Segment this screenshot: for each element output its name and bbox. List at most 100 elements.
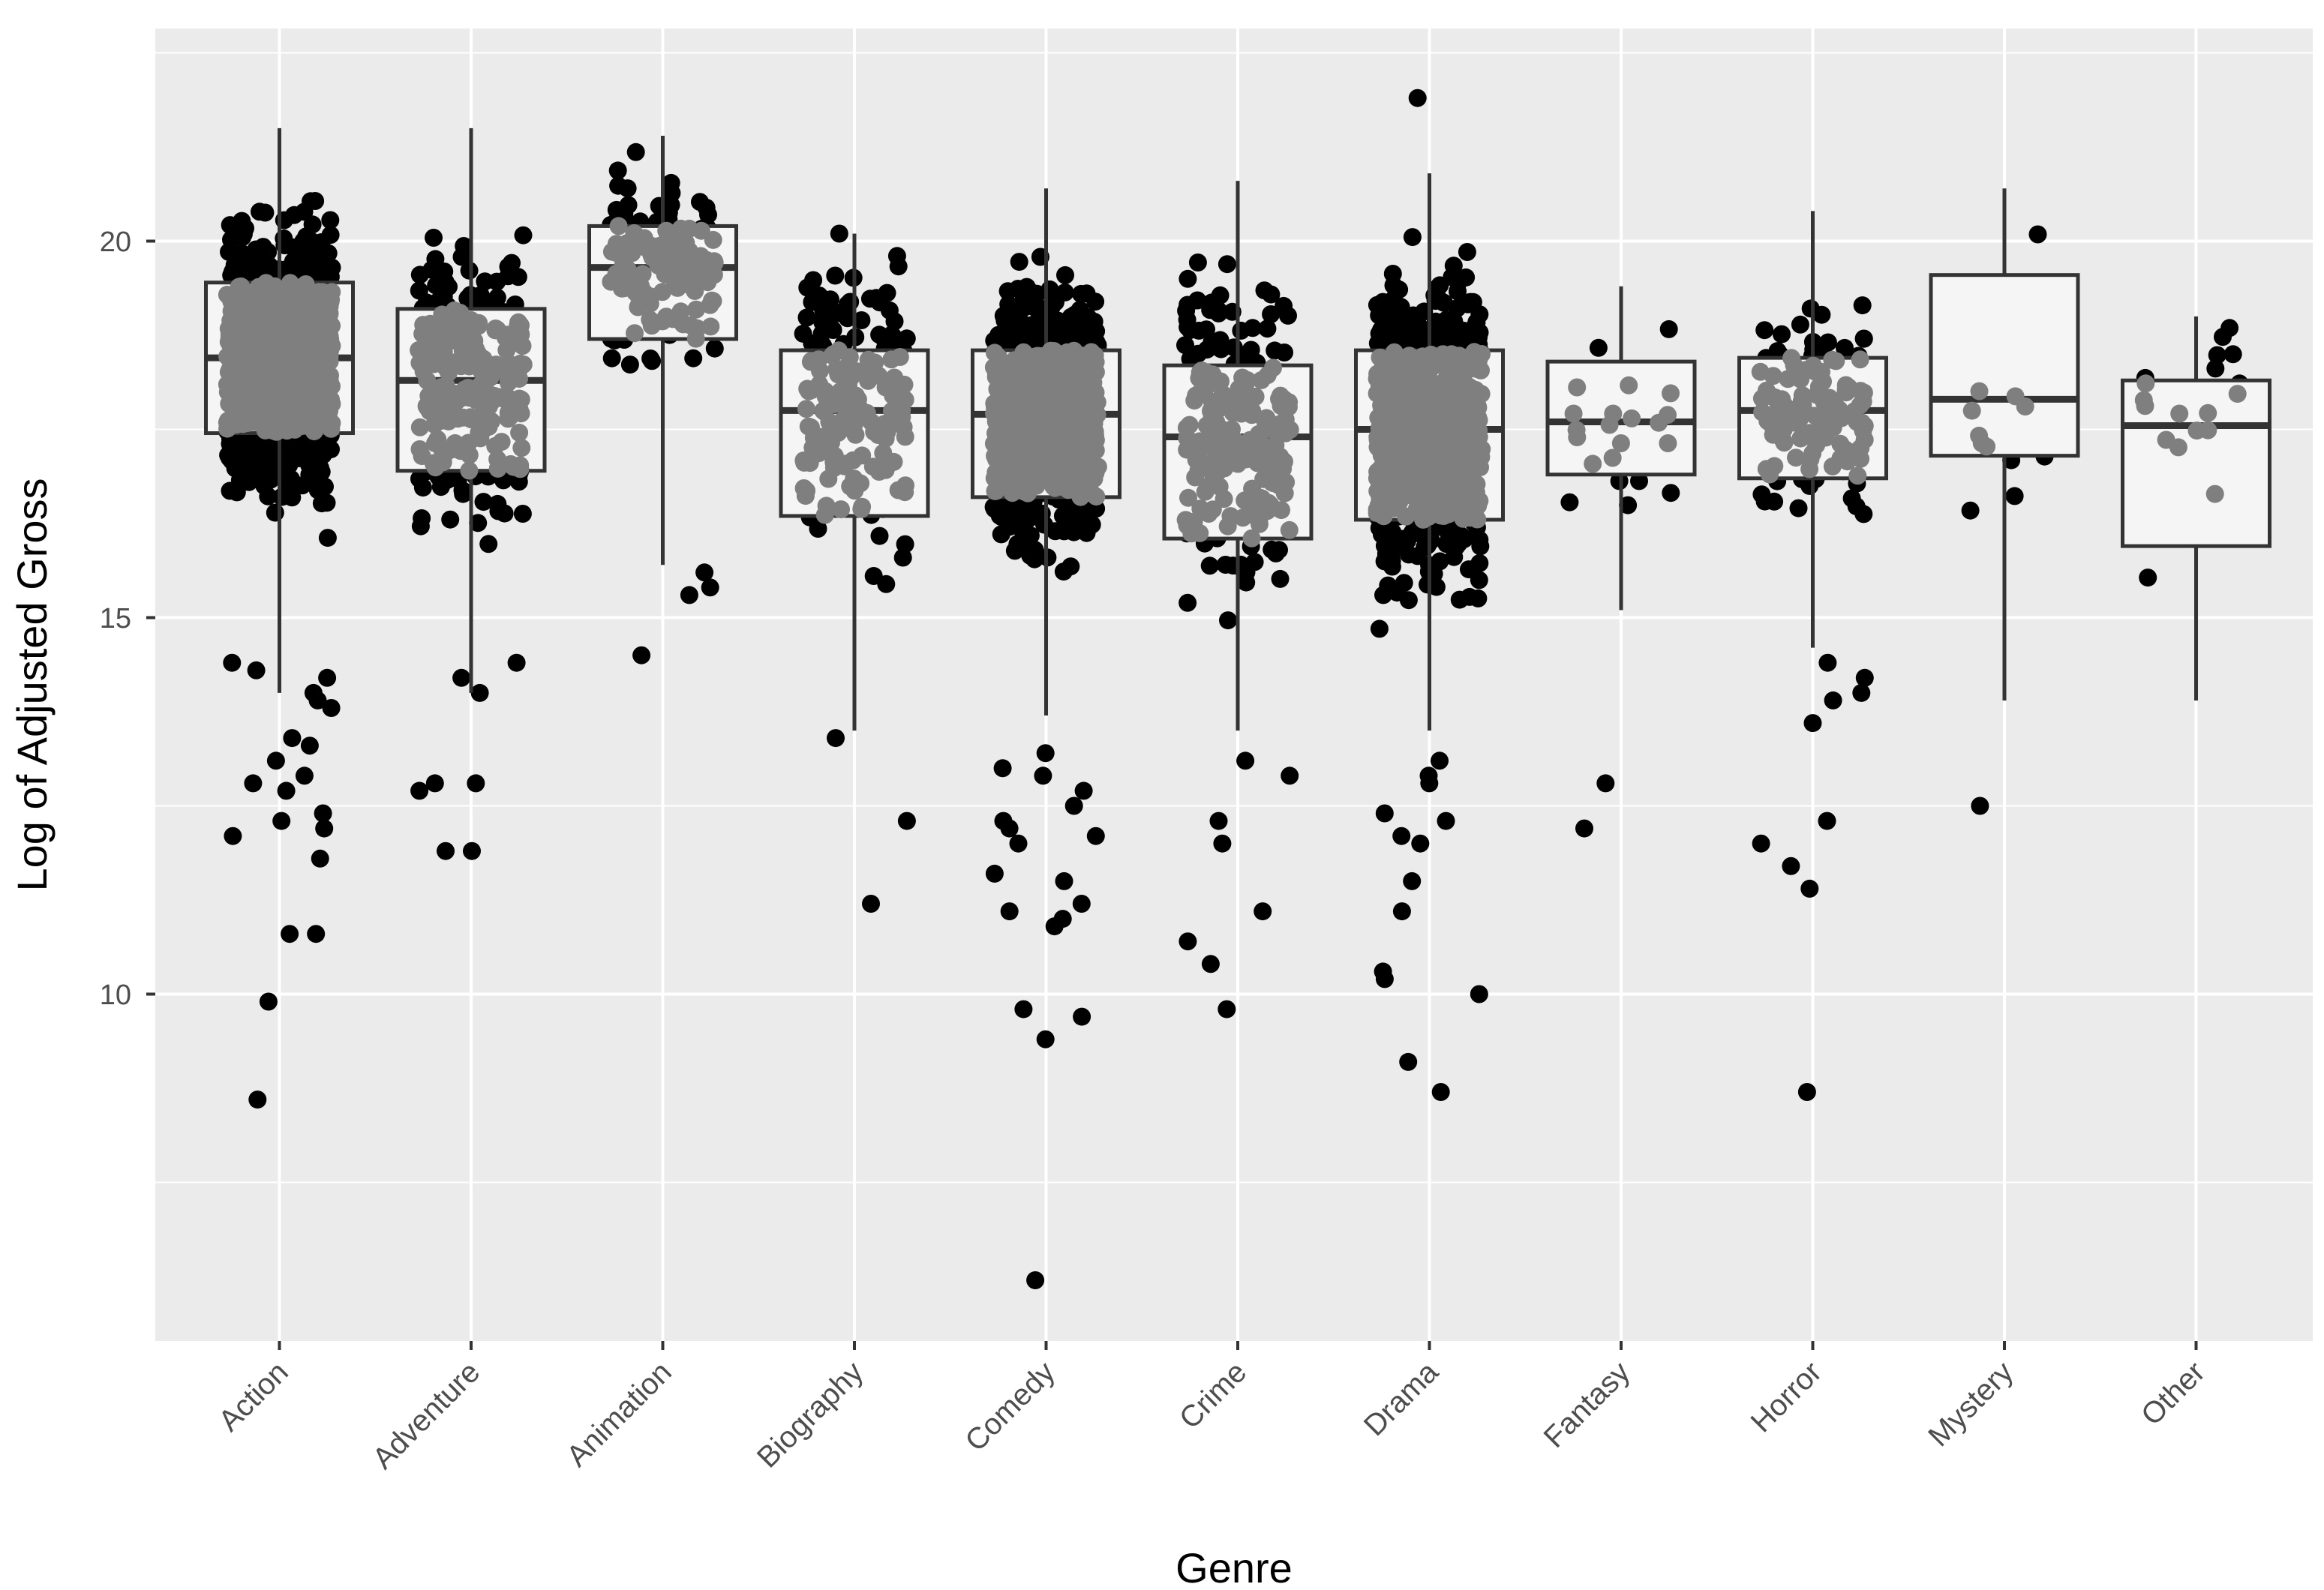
data-point bbox=[1818, 333, 1837, 352]
data-point bbox=[303, 215, 322, 234]
data-point bbox=[885, 312, 904, 331]
outlier-point bbox=[248, 1090, 267, 1109]
outlier-point bbox=[247, 661, 266, 680]
data-point bbox=[1189, 344, 1208, 363]
data-point bbox=[1013, 298, 1031, 316]
data-point bbox=[311, 255, 329, 273]
data-point bbox=[1243, 319, 1262, 338]
outlier-point bbox=[1470, 985, 1488, 1004]
data-point bbox=[259, 487, 278, 506]
data-point bbox=[1854, 329, 1873, 348]
data-point bbox=[488, 288, 506, 307]
data-point bbox=[1179, 269, 1197, 288]
data-point bbox=[453, 481, 472, 500]
data-point bbox=[1630, 472, 1648, 490]
data-point bbox=[1589, 338, 1608, 357]
data-point bbox=[1395, 574, 1413, 592]
plot-panel bbox=[155, 28, 2313, 1341]
outlier-point bbox=[1073, 1007, 1091, 1026]
data-point bbox=[266, 503, 284, 522]
data-point bbox=[2139, 568, 2157, 587]
data-point bbox=[830, 224, 848, 243]
data-point bbox=[2208, 346, 2226, 364]
data-point bbox=[812, 311, 831, 330]
data-point bbox=[1190, 321, 1209, 340]
data-point bbox=[1470, 530, 1489, 549]
data-point bbox=[1379, 576, 1398, 595]
data-point bbox=[1054, 562, 1073, 581]
outlier-point bbox=[1596, 774, 1615, 793]
outlier-point bbox=[1403, 872, 1422, 890]
data-point bbox=[1010, 253, 1028, 272]
outlier-point bbox=[1855, 668, 1874, 687]
outlier-point bbox=[1000, 819, 1019, 838]
data-point bbox=[1444, 256, 1463, 275]
data-point bbox=[1458, 243, 1476, 261]
outlier-point bbox=[223, 653, 242, 672]
data-point bbox=[880, 332, 899, 350]
box-iqr bbox=[1929, 273, 2080, 458]
data-point bbox=[2005, 487, 2024, 506]
outlier-point bbox=[1045, 917, 1064, 936]
outlier-point bbox=[1236, 752, 1255, 770]
outlier-point bbox=[244, 774, 263, 793]
outlier-point bbox=[322, 699, 341, 717]
data-point bbox=[1458, 295, 1477, 314]
outlier-point bbox=[295, 766, 314, 785]
outlier-point bbox=[993, 759, 1012, 778]
data-point bbox=[1046, 292, 1064, 311]
outlier-point bbox=[259, 992, 278, 1011]
data-point bbox=[1242, 340, 1260, 359]
outlier-point bbox=[1055, 872, 1073, 890]
data-point bbox=[1392, 308, 1410, 327]
data-point bbox=[1188, 254, 1207, 272]
data-point bbox=[514, 226, 533, 244]
data-point bbox=[221, 216, 239, 235]
outlier-point bbox=[1036, 1030, 1055, 1048]
data-point bbox=[1383, 557, 1401, 576]
outlier-point bbox=[1000, 902, 1019, 921]
outlier-point bbox=[1026, 1271, 1045, 1289]
data-point bbox=[2206, 359, 2225, 378]
data-point bbox=[321, 226, 340, 244]
data-point bbox=[1218, 255, 1236, 274]
outlier-point bbox=[315, 819, 334, 838]
data-point bbox=[236, 219, 254, 238]
data-point bbox=[1384, 276, 1403, 295]
data-point bbox=[1662, 484, 1680, 502]
data-point bbox=[878, 284, 896, 302]
data-point bbox=[1853, 296, 1872, 315]
data-point bbox=[1812, 305, 1831, 324]
data-point bbox=[893, 548, 912, 567]
data-point bbox=[1216, 556, 1235, 574]
data-point bbox=[826, 266, 845, 285]
outlier-point bbox=[1086, 826, 1105, 845]
outlier-point bbox=[1036, 744, 1055, 763]
data-point bbox=[1179, 593, 1197, 612]
outlier-point bbox=[897, 812, 916, 830]
outlier-point bbox=[1392, 826, 1411, 845]
outlier-point bbox=[1420, 774, 1439, 793]
data-point bbox=[1209, 304, 1228, 322]
data-point bbox=[1200, 556, 1219, 575]
outlier-point bbox=[318, 668, 337, 687]
data-point bbox=[705, 339, 724, 358]
boxplot-mystery bbox=[1929, 188, 2080, 700]
outlier-point bbox=[1375, 804, 1394, 823]
outlier-point bbox=[470, 683, 489, 702]
data-point bbox=[479, 535, 498, 554]
outlier-point bbox=[281, 925, 299, 944]
outlier-point bbox=[311, 849, 329, 868]
data-point bbox=[499, 267, 518, 286]
data-point bbox=[1455, 530, 1473, 548]
outlier-point bbox=[1411, 834, 1430, 853]
data-point bbox=[1404, 321, 1422, 339]
outlier-point bbox=[1824, 691, 1842, 710]
data-point bbox=[1469, 589, 1488, 608]
outlier-point bbox=[300, 736, 319, 755]
data-point bbox=[413, 509, 431, 527]
data-point bbox=[887, 247, 906, 266]
data-point bbox=[794, 324, 812, 343]
data-point bbox=[620, 356, 639, 374]
data-point bbox=[422, 260, 441, 279]
